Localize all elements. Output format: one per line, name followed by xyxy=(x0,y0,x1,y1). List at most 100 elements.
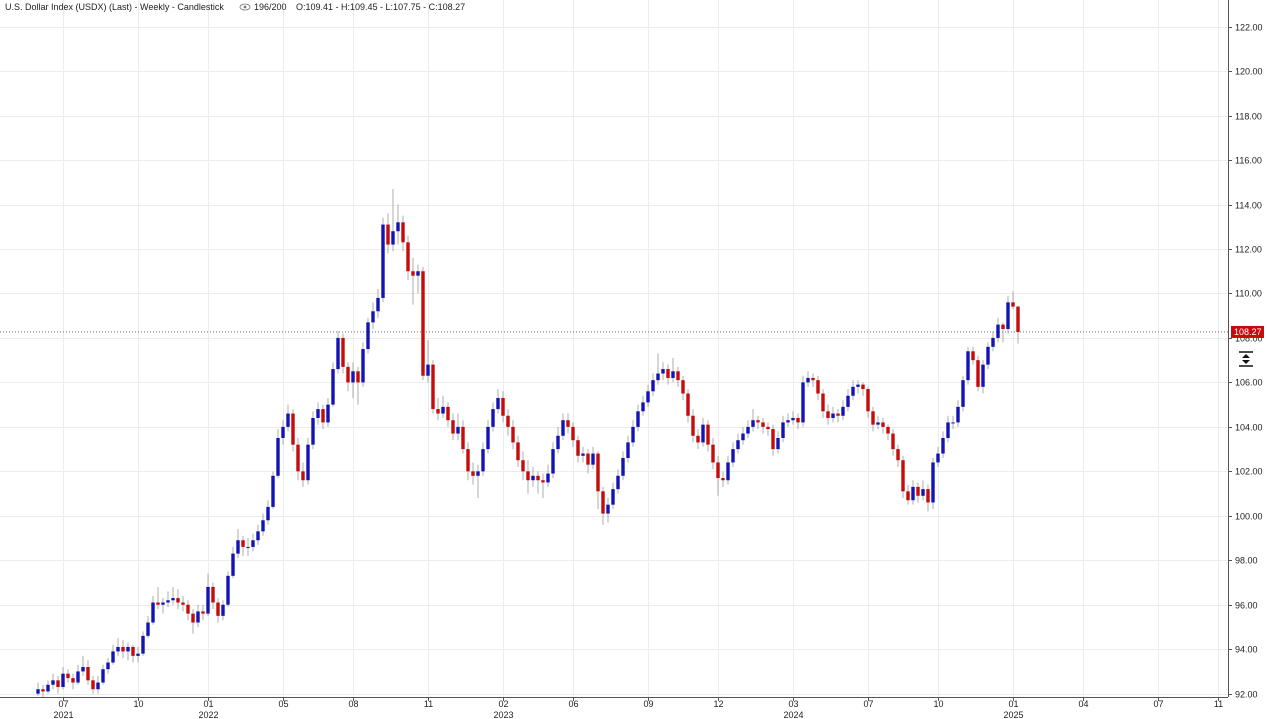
candle-body xyxy=(356,371,360,383)
candle-body xyxy=(251,540,255,547)
candle-body xyxy=(156,602,160,605)
candle-body xyxy=(296,444,300,472)
candle-body xyxy=(921,489,925,496)
candle-body xyxy=(211,586,215,603)
candle-body xyxy=(606,504,610,514)
x-tick-label: 06 xyxy=(568,699,578,709)
x-tick-label: 05 xyxy=(278,699,288,709)
eye-icon xyxy=(239,3,251,11)
candle-body xyxy=(176,598,180,603)
candle-body xyxy=(841,406,845,416)
candle-body xyxy=(636,411,640,427)
candle-body xyxy=(171,598,175,601)
candle-body xyxy=(906,491,910,501)
candle-body xyxy=(721,478,725,481)
candle-body xyxy=(561,420,565,436)
candle-body xyxy=(951,422,955,424)
y-tick-label: 122.00 xyxy=(1235,23,1263,33)
candle-body xyxy=(86,666,90,681)
candle-body xyxy=(121,646,125,652)
candle-body xyxy=(246,546,250,548)
grid-layer xyxy=(0,0,1232,701)
candle-body xyxy=(566,420,570,427)
candle-body xyxy=(336,337,340,370)
candle-body xyxy=(406,242,410,272)
candle-body xyxy=(506,415,510,427)
candle-body xyxy=(501,397,505,416)
candle-body xyxy=(346,366,350,383)
candle-body xyxy=(136,653,140,656)
candle-body xyxy=(71,678,75,683)
candle-body xyxy=(361,349,365,383)
candle-body xyxy=(871,411,875,425)
series-counter: 196/200 xyxy=(254,2,287,12)
y-tick-label: 100.00 xyxy=(1235,512,1263,522)
candle-body xyxy=(976,360,980,387)
ohlc-summary: O:109.41 - H:109.45 - L:107.75 - C:108.2… xyxy=(296,2,465,12)
candle-body xyxy=(586,453,590,465)
reset-zoom-icon[interactable] xyxy=(1236,350,1256,368)
candle-body xyxy=(601,491,605,514)
x-tick-label: 10 xyxy=(933,699,943,709)
candle-body xyxy=(231,553,235,576)
candle-body xyxy=(516,442,520,461)
candle-body xyxy=(61,673,65,687)
candle-body xyxy=(981,364,985,387)
candle-body xyxy=(206,586,210,614)
candle-body xyxy=(776,437,780,450)
candle-body xyxy=(91,680,95,690)
candle-body xyxy=(306,444,310,481)
candle-body xyxy=(651,380,655,392)
candle-body xyxy=(916,486,920,496)
candle-body xyxy=(436,409,440,414)
candle-body xyxy=(621,457,625,476)
candle-body xyxy=(106,662,110,670)
candle-body xyxy=(511,426,515,443)
candle-body xyxy=(691,415,695,436)
candle-body xyxy=(111,651,115,663)
candle-body xyxy=(751,420,755,427)
candle-body xyxy=(76,671,80,683)
candle-body xyxy=(236,540,240,554)
candle-body xyxy=(546,473,550,483)
candle-body xyxy=(341,337,345,367)
candle-body xyxy=(201,611,205,614)
candle-body xyxy=(441,406,445,414)
candle-body xyxy=(796,417,800,423)
x-tick-label: 07 xyxy=(1153,699,1163,709)
candle-body xyxy=(541,480,545,483)
candle-body xyxy=(146,622,150,636)
candle-body xyxy=(956,406,960,423)
candle-body xyxy=(646,391,650,403)
candle-body xyxy=(116,646,120,652)
candle-body xyxy=(521,460,525,472)
candle-body xyxy=(941,437,945,454)
candle-body xyxy=(391,231,395,245)
y-tick-label: 116.00 xyxy=(1235,156,1262,166)
candle-body xyxy=(716,462,720,479)
y-tick-label: 104.00 xyxy=(1235,423,1263,433)
candle-body xyxy=(286,413,290,427)
candle-body xyxy=(81,666,85,672)
candle-body xyxy=(681,380,685,394)
candle-body xyxy=(216,602,220,616)
candle-body xyxy=(161,602,165,605)
y-tick-label: 106.00 xyxy=(1235,378,1263,388)
candle-body xyxy=(821,393,825,412)
candle-body xyxy=(896,449,900,461)
candle-body xyxy=(926,489,930,503)
candle-body xyxy=(786,420,790,423)
candle-body xyxy=(611,489,615,505)
candle-body xyxy=(686,393,690,416)
candle-body xyxy=(806,377,810,383)
candle-body xyxy=(531,475,535,481)
candle-body xyxy=(931,462,935,503)
candle-body xyxy=(1006,302,1010,330)
candle-body xyxy=(911,486,915,501)
candle-body xyxy=(996,324,1000,338)
reset-zoom-button[interactable] xyxy=(1236,350,1256,368)
candle-body xyxy=(281,426,285,438)
y-tick-label: 112.00 xyxy=(1235,245,1262,255)
candle-body xyxy=(261,520,265,532)
